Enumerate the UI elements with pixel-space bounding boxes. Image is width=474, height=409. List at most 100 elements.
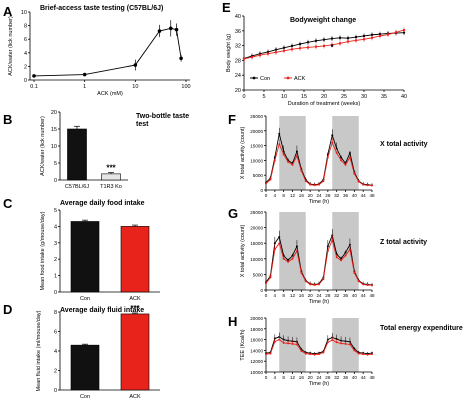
panel-title: Bodyweight change	[290, 17, 356, 24]
legend-label: Con	[260, 76, 270, 82]
data-point	[366, 284, 369, 287]
x-tick-label: 32	[334, 293, 340, 298]
data-point	[331, 141, 334, 144]
x-tick-label: 20	[321, 94, 327, 100]
x-tick-label: 4	[274, 293, 277, 298]
panel-title: Average daily food intake	[60, 200, 145, 207]
data-point	[313, 184, 316, 187]
y-tick-label: 28	[235, 58, 241, 64]
data-point	[300, 169, 303, 172]
data-point	[313, 353, 316, 356]
y-tick-label: 20000	[250, 226, 263, 231]
data-point	[309, 183, 312, 186]
data-point	[340, 156, 343, 159]
y-tick-label: 20000	[250, 316, 263, 321]
x-tick-label: 40	[352, 375, 358, 380]
x-tick-label: 24	[316, 193, 322, 198]
data-point	[322, 180, 325, 183]
data-point	[273, 340, 276, 343]
data-point	[331, 134, 334, 137]
y-tick-label: 5	[54, 208, 57, 214]
data-point	[274, 48, 278, 51]
x-axis-label: Time (h)	[309, 381, 329, 387]
panel-title: Two-bottle taste test	[136, 113, 189, 128]
data-point	[278, 338, 281, 341]
x-tick-label: 15	[301, 94, 307, 100]
x-tick-label: 16	[299, 375, 305, 380]
x-tick-label: 24	[316, 293, 322, 298]
data-point	[362, 183, 365, 186]
data-point	[354, 35, 358, 39]
data-point	[330, 43, 334, 47]
x-tick-label: 36	[343, 293, 349, 298]
y-tick-label: 5000	[253, 173, 264, 178]
y-axis-label: ACK/water (lick number)	[8, 16, 14, 76]
panel-letter-A: A	[3, 4, 13, 19]
y-tick-label: 20	[235, 88, 241, 94]
data-point	[344, 342, 347, 345]
data-point	[287, 342, 290, 345]
data-point	[348, 156, 351, 159]
data-point	[348, 248, 351, 251]
data-point	[335, 147, 338, 150]
series-line	[33, 27, 182, 77]
data-point	[371, 284, 373, 287]
y-axis-label: Mean food intake (g/mouse/day)	[40, 211, 46, 290]
legend-marker	[252, 76, 256, 80]
y-tick-label: 15000	[250, 241, 263, 246]
data-point	[287, 260, 290, 263]
significance-label: ***	[130, 304, 140, 313]
data-point	[295, 250, 298, 252]
data-point	[269, 276, 272, 279]
data-point	[298, 46, 302, 50]
data-point	[269, 178, 272, 181]
data-point	[326, 341, 329, 344]
data-point	[82, 72, 87, 77]
data-point	[278, 143, 281, 146]
x-tick-label: 12	[290, 293, 296, 298]
data-point	[370, 33, 374, 37]
data-point	[295, 150, 298, 153]
panel-letter-H: H	[228, 314, 237, 329]
data-point	[344, 251, 347, 254]
y-tick-label: 36	[235, 29, 241, 35]
x-tick-label: 8	[282, 193, 285, 198]
y-tick-label: 40	[235, 14, 241, 20]
data-point	[353, 271, 356, 274]
x-tick-label: 4	[274, 193, 277, 198]
x-tick-label: Con	[80, 394, 90, 400]
data-point	[298, 42, 302, 46]
panel-title: Brief-access taste testing (C57BL/6J)	[40, 5, 163, 12]
data-point	[370, 36, 374, 40]
panel-letter-C: C	[3, 196, 13, 211]
bar	[120, 313, 150, 391]
x-tick-label: 40	[352, 293, 358, 298]
y-tick-label: 18000	[250, 327, 263, 332]
data-point	[366, 353, 369, 356]
x-tick-label: ACK	[129, 296, 141, 302]
y-tick-label: 0	[54, 388, 57, 394]
data-point	[353, 349, 356, 352]
panel-F: 0 5000 10000 15000 20000 25000 0 4 8 12 16 20 24 28 32…	[240, 114, 428, 205]
x-tick-label: 36	[343, 375, 349, 380]
data-point	[371, 184, 373, 187]
x-tick-label: 0	[265, 375, 268, 380]
x-tick-label: 5	[262, 94, 265, 100]
x-tick-label: 0.1	[30, 84, 38, 90]
data-point	[282, 341, 285, 344]
y-tick-label: 16000	[250, 338, 263, 343]
data-point	[291, 254, 294, 257]
data-point	[322, 44, 326, 48]
panel-title: Z total activity	[380, 239, 427, 246]
y-tick-label: 3	[54, 241, 57, 247]
y-tick-label: 2	[24, 64, 27, 70]
data-point	[326, 156, 329, 159]
significance-label: ***	[106, 164, 116, 173]
x-tick-label: 40	[401, 94, 407, 100]
x-tick-label: 0	[265, 193, 268, 198]
x-tick-label: 48	[369, 375, 375, 380]
data-point	[278, 242, 281, 245]
x-tick-label: 8	[282, 293, 285, 298]
y-tick-label: 5	[54, 161, 57, 167]
data-point	[331, 239, 334, 242]
